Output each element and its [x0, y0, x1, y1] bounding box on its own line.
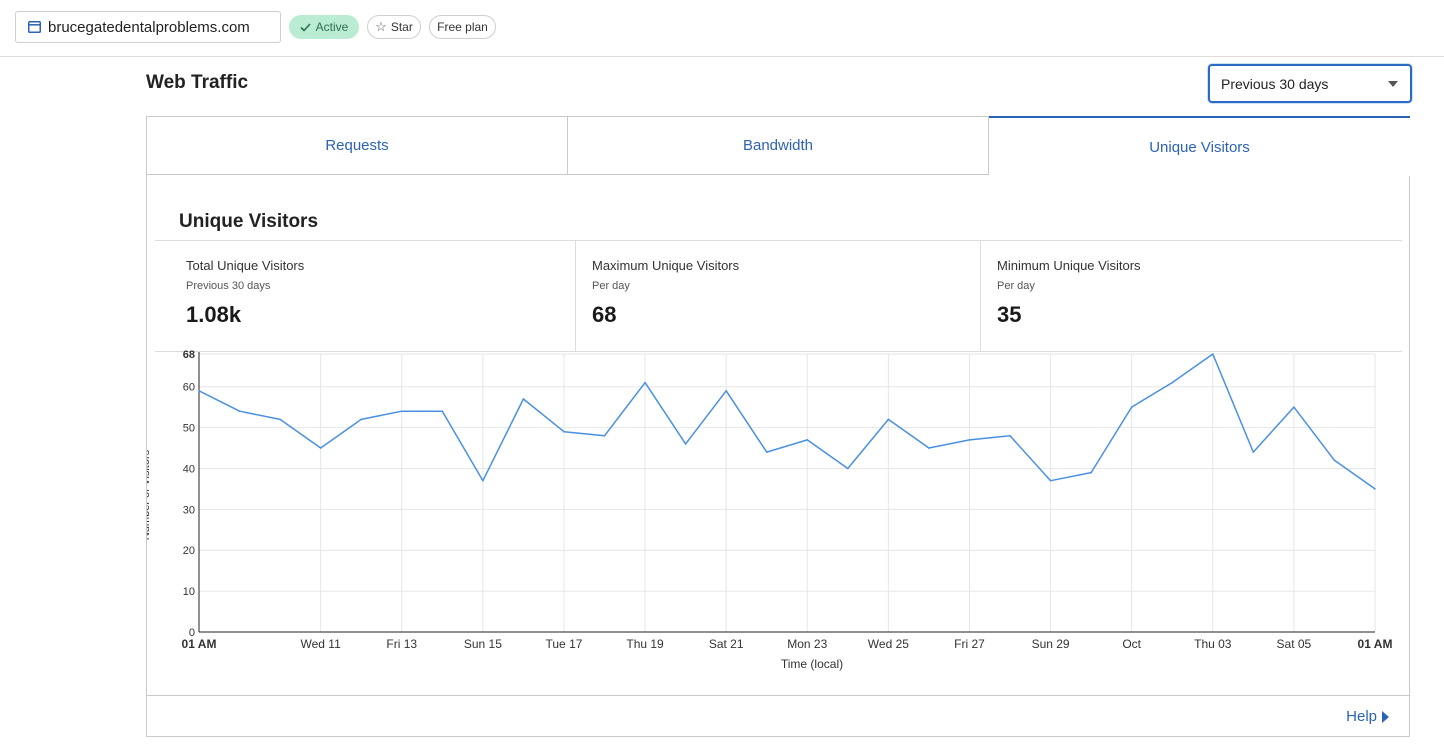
section-title: Unique Visitors — [179, 211, 319, 232]
status-badge-label: Active — [315, 20, 349, 34]
unique-visitors-chart: 0 10 20 30 40 50 60 68 01 AM Wed 11 Fri 13 Sun 15 Tu… — [140, 349, 1409, 695]
y-tick-label: 40 — [183, 463, 195, 475]
y-tick-label: 60 — [183, 382, 195, 394]
data-point — [1049, 479, 1052, 482]
stat-value: 1.08k — [186, 302, 242, 327]
stat-maximum-unique-visitors: Maximum Unique Visitors Per day 68 — [576, 241, 981, 351]
data-point — [563, 430, 565, 433]
y-tick-label: 50 — [183, 423, 195, 435]
data-point — [360, 418, 363, 421]
stat-label: Total Unique Visitors — [186, 258, 305, 273]
data-point — [198, 389, 200, 392]
stat-sublabel: Previous 30 days — [186, 280, 271, 292]
status-badge: Active — [289, 15, 359, 39]
tab-requests[interactable]: Requests — [147, 117, 568, 175]
data-point — [482, 479, 484, 482]
browser-window-icon — [28, 21, 41, 33]
x-tick-label: Wed 25 — [868, 637, 909, 651]
data-point — [765, 451, 768, 453]
data-point — [847, 467, 849, 470]
data-point — [644, 381, 646, 384]
chevron-down-icon — [1388, 81, 1398, 87]
data-point — [1171, 381, 1174, 384]
page-title: Web Traffic — [146, 72, 249, 93]
data-point — [725, 389, 727, 392]
tab-requests-label: Requests — [325, 137, 389, 154]
top-bar: brucegatedentalproblems.com Active ☆ Sta… — [0, 0, 1444, 57]
y-tick-label: 68 — [183, 350, 195, 361]
x-tick-label: Sat 21 — [709, 637, 744, 651]
data-point — [603, 434, 606, 437]
data-point — [968, 439, 971, 441]
data-point — [1009, 434, 1011, 437]
star-icon: ☆ — [375, 19, 387, 34]
series-line — [198, 353, 1376, 490]
data-point — [1252, 451, 1255, 453]
stat-value: 35 — [997, 302, 1022, 327]
data-point — [279, 418, 281, 421]
help-link[interactable]: Help — [1346, 708, 1389, 725]
stat-label: Minimum Unique Visitors — [997, 258, 1141, 273]
x-tick-label: Sun 29 — [1032, 637, 1070, 651]
data-point — [319, 447, 322, 449]
tab-unique-visitors[interactable]: Unique Visitors — [989, 116, 1410, 176]
x-tick-label: Mon 23 — [787, 637, 827, 651]
x-tick-label: Sat 05 — [1277, 637, 1312, 651]
data-point — [1211, 353, 1214, 355]
data-point — [441, 410, 444, 413]
tab-bandwidth-label: Bandwidth — [742, 137, 814, 154]
y-tick-label: 10 — [183, 586, 195, 598]
data-point — [1333, 459, 1336, 462]
x-tick-label: Sun 15 — [464, 637, 502, 651]
data-point — [1374, 488, 1376, 490]
data-point — [684, 443, 687, 445]
data-point — [928, 447, 930, 449]
y-tick-label: 30 — [183, 504, 195, 516]
tab-unique-visitors-label: Unique Visitors — [1149, 138, 1250, 156]
star-button[interactable]: ☆ Star — [367, 15, 421, 39]
data-point — [887, 418, 890, 421]
stat-total-unique-visitors: Total Unique Visitors Previous 30 days 1… — [155, 241, 576, 351]
star-label: Star — [390, 20, 413, 34]
x-tick-label: 01 AM — [182, 637, 217, 651]
domain-selector[interactable]: brucegatedentalproblems.com — [15, 11, 281, 43]
data-point — [1130, 406, 1133, 408]
x-tick-label: Fri 27 — [954, 637, 985, 651]
y-axis-title: Number of Visitors — [147, 449, 152, 540]
traffic-card: Requests Bandwidth Unique Visitors Uniqu… — [140, 116, 1410, 737]
x-tick-label: Tue 17 — [546, 637, 583, 651]
stat-value: 68 — [592, 302, 617, 327]
card-footer: Help — [147, 695, 1409, 737]
period-dropdown-value: Previous 30 days — [1221, 75, 1329, 92]
x-axis-title: Time (local) — [781, 657, 843, 671]
checkmark-icon — [300, 22, 311, 32]
line-chart: 0 10 20 30 40 50 60 68 01 AM Wed 11 Fri 13 Sun 15 Tu… — [140, 349, 1393, 671]
plan-badge[interactable]: Free plan — [429, 15, 496, 39]
plan-badge-label: Free plan — [437, 20, 488, 34]
y-tick-label: 0 — [189, 627, 195, 639]
stat-minimum-unique-visitors: Minimum Unique Visitors Per day 35 — [981, 241, 1402, 351]
data-point — [1090, 471, 1092, 474]
data-point — [806, 439, 809, 441]
tab-bandwidth[interactable]: Bandwidth — [568, 117, 989, 175]
data-point — [238, 410, 241, 413]
data-point — [1293, 406, 1295, 408]
x-tick-label: Thu 03 — [1194, 637, 1232, 651]
x-tick-label: Wed 11 — [301, 637, 342, 651]
data-point — [400, 410, 403, 413]
y-tick-label: 20 — [183, 545, 195, 557]
domain-name: brucegatedentalproblems.com — [48, 18, 250, 36]
stat-label: Maximum Unique Visitors — [592, 258, 740, 273]
stat-sublabel: Per day — [592, 280, 630, 292]
stat-sublabel: Per day — [997, 280, 1035, 292]
x-tick-label: Thu 19 — [626, 637, 664, 651]
data-point — [522, 398, 525, 400]
x-tick-label: Fri 13 — [386, 637, 417, 651]
x-tick-label: Oct — [1122, 637, 1141, 651]
x-tick-label: 01 AM — [1358, 637, 1393, 651]
period-dropdown[interactable]: Previous 30 days — [1208, 64, 1412, 103]
help-link-label: Help — [1346, 708, 1377, 725]
caret-right-icon — [1382, 710, 1389, 723]
stats-row: Total Unique Visitors Previous 30 days 1… — [155, 240, 1402, 352]
